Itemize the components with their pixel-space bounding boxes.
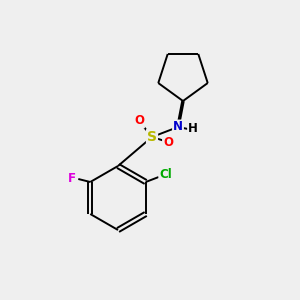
- Text: Cl: Cl: [159, 167, 172, 181]
- Text: F: F: [68, 172, 76, 184]
- Text: H: H: [188, 122, 198, 136]
- Text: O: O: [163, 136, 173, 148]
- Text: O: O: [134, 115, 144, 128]
- Text: N: N: [173, 121, 183, 134]
- Text: S: S: [147, 130, 157, 144]
